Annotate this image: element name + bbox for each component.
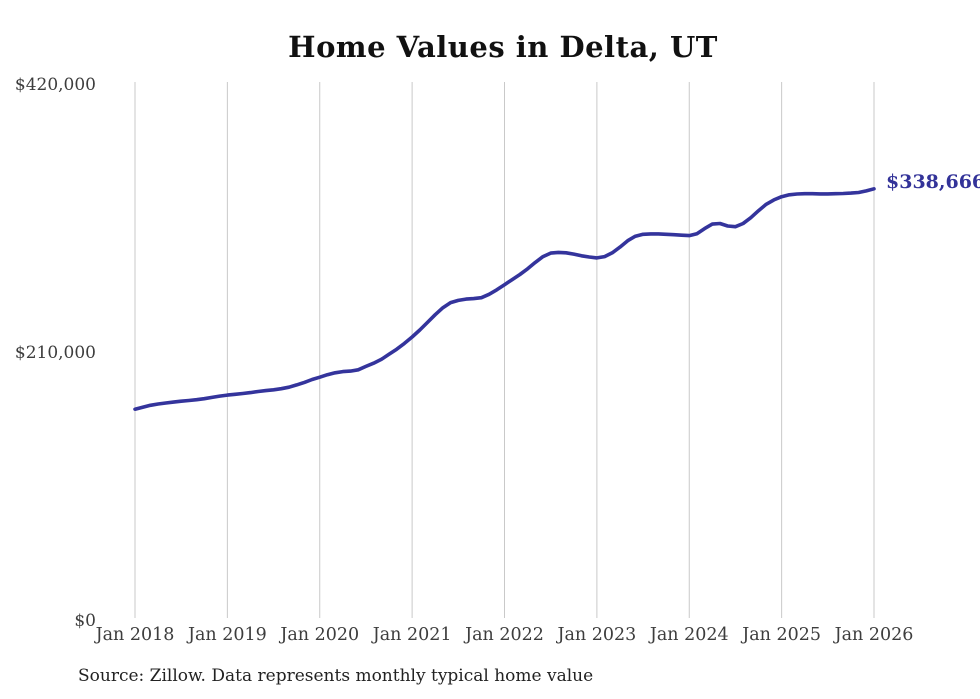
x-tick-label: Jan 2023 [557, 625, 637, 645]
x-tick-label: Jan 2020 [280, 625, 360, 645]
y-tick-label: $420,000 [14, 75, 96, 95]
x-tick-label: Jan 2018 [95, 625, 175, 645]
x-tick-label: Jan 2021 [372, 625, 452, 645]
x-tick-label: Jan 2026 [834, 625, 914, 645]
source-note: Source: Zillow. Data represents monthly … [78, 666, 594, 686]
y-tick-label: $0 [74, 611, 96, 631]
y-tick-label: $210,000 [14, 343, 96, 363]
home-value-line [133, 187, 876, 412]
chart-title: Home Values in Delta, UT [288, 30, 718, 64]
x-tick-label: Jan 2019 [187, 625, 267, 645]
x-tick-label: Jan 2025 [742, 625, 822, 645]
vertical-gridlines [134, 82, 875, 618]
x-tick-label: Jan 2024 [649, 625, 729, 645]
x-tick-label: Jan 2022 [465, 625, 544, 645]
latest-value-label: $338,666 [886, 171, 980, 193]
